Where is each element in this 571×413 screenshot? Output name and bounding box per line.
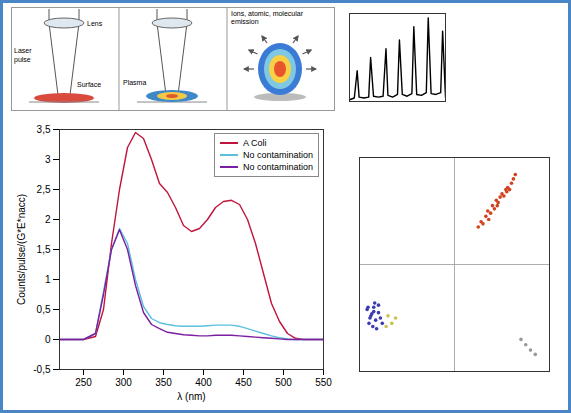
svg-text:λ (nm): λ (nm) [177, 391, 205, 402]
html-text:No contamination: No contamination [243, 150, 313, 160]
svg-text:350: 350 [155, 377, 172, 388]
svg-text:2,5: 2,5 [37, 184, 51, 195]
svg-text:250: 250 [75, 377, 92, 388]
svg-text:Laser: Laser [14, 47, 32, 54]
svg-text:1: 1 [45, 274, 51, 285]
svg-text:Counts/pulse/(G*E*nacc): Counts/pulse/(G*E*nacc) [16, 194, 27, 305]
svg-text:2: 2 [45, 214, 51, 225]
svg-text:Ions, atomic, molecular: Ions, atomic, molecular [231, 10, 304, 17]
svg-text:450: 450 [235, 377, 252, 388]
svg-text:3: 3 [45, 154, 51, 165]
svg-text:Lens: Lens [87, 20, 103, 27]
svg-text:300: 300 [115, 377, 132, 388]
svg-text:550: 550 [315, 377, 332, 388]
svg-text:emission: emission [231, 18, 259, 25]
svg-text:pulse: pulse [14, 56, 31, 64]
svg-text:0: 0 [45, 334, 51, 345]
svg-text:1,5: 1,5 [37, 244, 51, 255]
svg-text:Plasma: Plasma [123, 79, 146, 86]
html-text:No contamination: No contamination [243, 162, 313, 172]
svg-text:400: 400 [195, 377, 212, 388]
svg-text:500: 500 [275, 377, 292, 388]
svg-text:3,5: 3,5 [37, 124, 51, 135]
svg-text:0,5: 0,5 [37, 304, 51, 315]
svg-text:Surface: Surface [77, 81, 101, 88]
html-text:A Coli: A Coli [243, 138, 267, 148]
svg-text:-0,5: -0,5 [33, 364, 51, 375]
